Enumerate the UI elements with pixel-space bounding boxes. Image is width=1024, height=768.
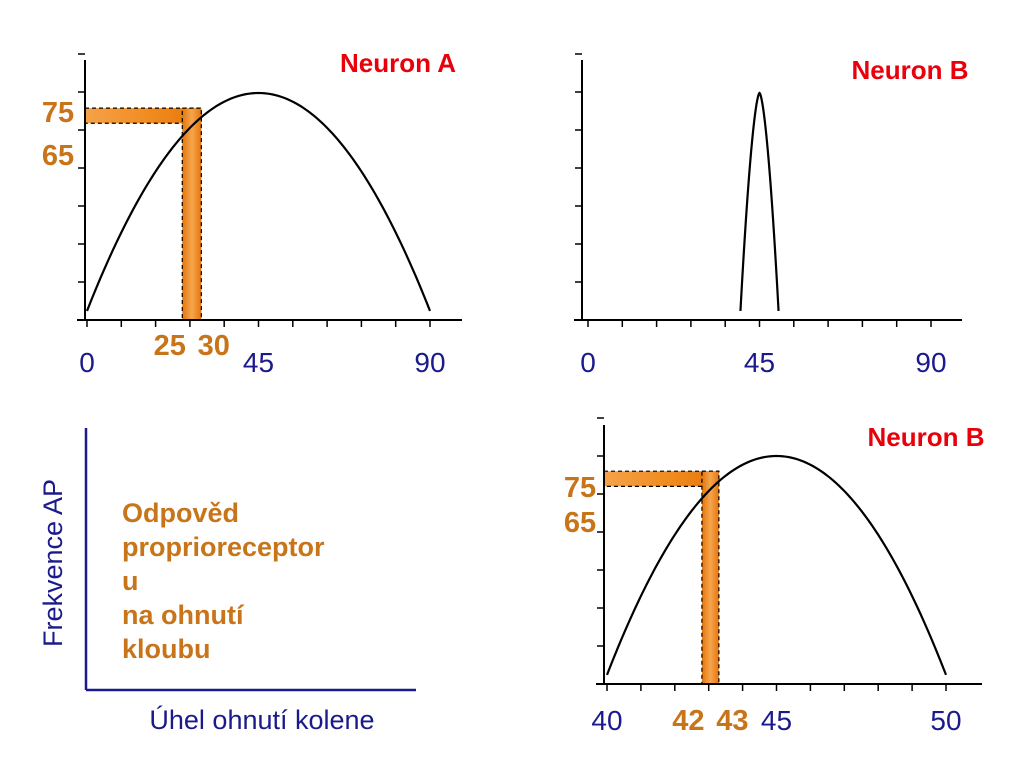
tuning-curve	[739, 91, 780, 311]
legend-line: u	[122, 566, 139, 596]
chart-neuron-a: Neuron A 75 65 25 30 0 45 90	[42, 48, 462, 378]
x-tick-label: 0	[79, 347, 95, 378]
x-tick-label: 50	[930, 705, 961, 736]
x-tick-label: 45	[243, 347, 274, 378]
tuning-curve	[605, 454, 948, 676]
tuning-curve	[85, 91, 432, 312]
legend-x-label: Úhel ohnutí kolene	[149, 704, 374, 735]
legend-line: na ohnutí	[122, 600, 244, 630]
chart-neuron-b-wide: Neuron B 0 45 90	[574, 53, 969, 378]
x-tick-label: 0	[580, 347, 596, 378]
legend-text: Odpověd proprioreceptor u na ohnutí klou…	[122, 496, 402, 666]
legend-line: proprioreceptor	[122, 532, 325, 562]
chart-title: Neuron B	[852, 55, 969, 85]
legend-y-label: Frekvence AP	[38, 479, 68, 647]
x-tick-label: 45	[761, 705, 792, 736]
highlight-y-label: 75	[564, 472, 596, 504]
x-tick-label: 45	[744, 347, 775, 378]
highlight-y-label: 65	[42, 140, 74, 172]
x-tick-label: 40	[591, 705, 622, 736]
highlight-x-label: 43	[716, 705, 748, 737]
chart-title: Neuron B	[868, 422, 985, 452]
highlight-x-band	[701, 470, 720, 685]
highlight-x-label: 42	[672, 705, 704, 737]
legend-line: kloubu	[122, 634, 211, 664]
highlight-y-label: 65	[564, 507, 596, 539]
chart-title: Neuron A	[340, 48, 456, 78]
legend-axes: Frekvence AP Úhel ohnutí kolene	[38, 428, 416, 735]
x-tick-label: 90	[915, 347, 946, 378]
highlight-x-label: 30	[198, 330, 230, 362]
legend-line: Odpověd	[122, 498, 240, 528]
highlight-x-label: 25	[154, 330, 186, 362]
highlight-y-label: 75	[42, 97, 74, 129]
highlight-x-band	[181, 107, 202, 321]
x-tick-label: 90	[414, 347, 445, 378]
